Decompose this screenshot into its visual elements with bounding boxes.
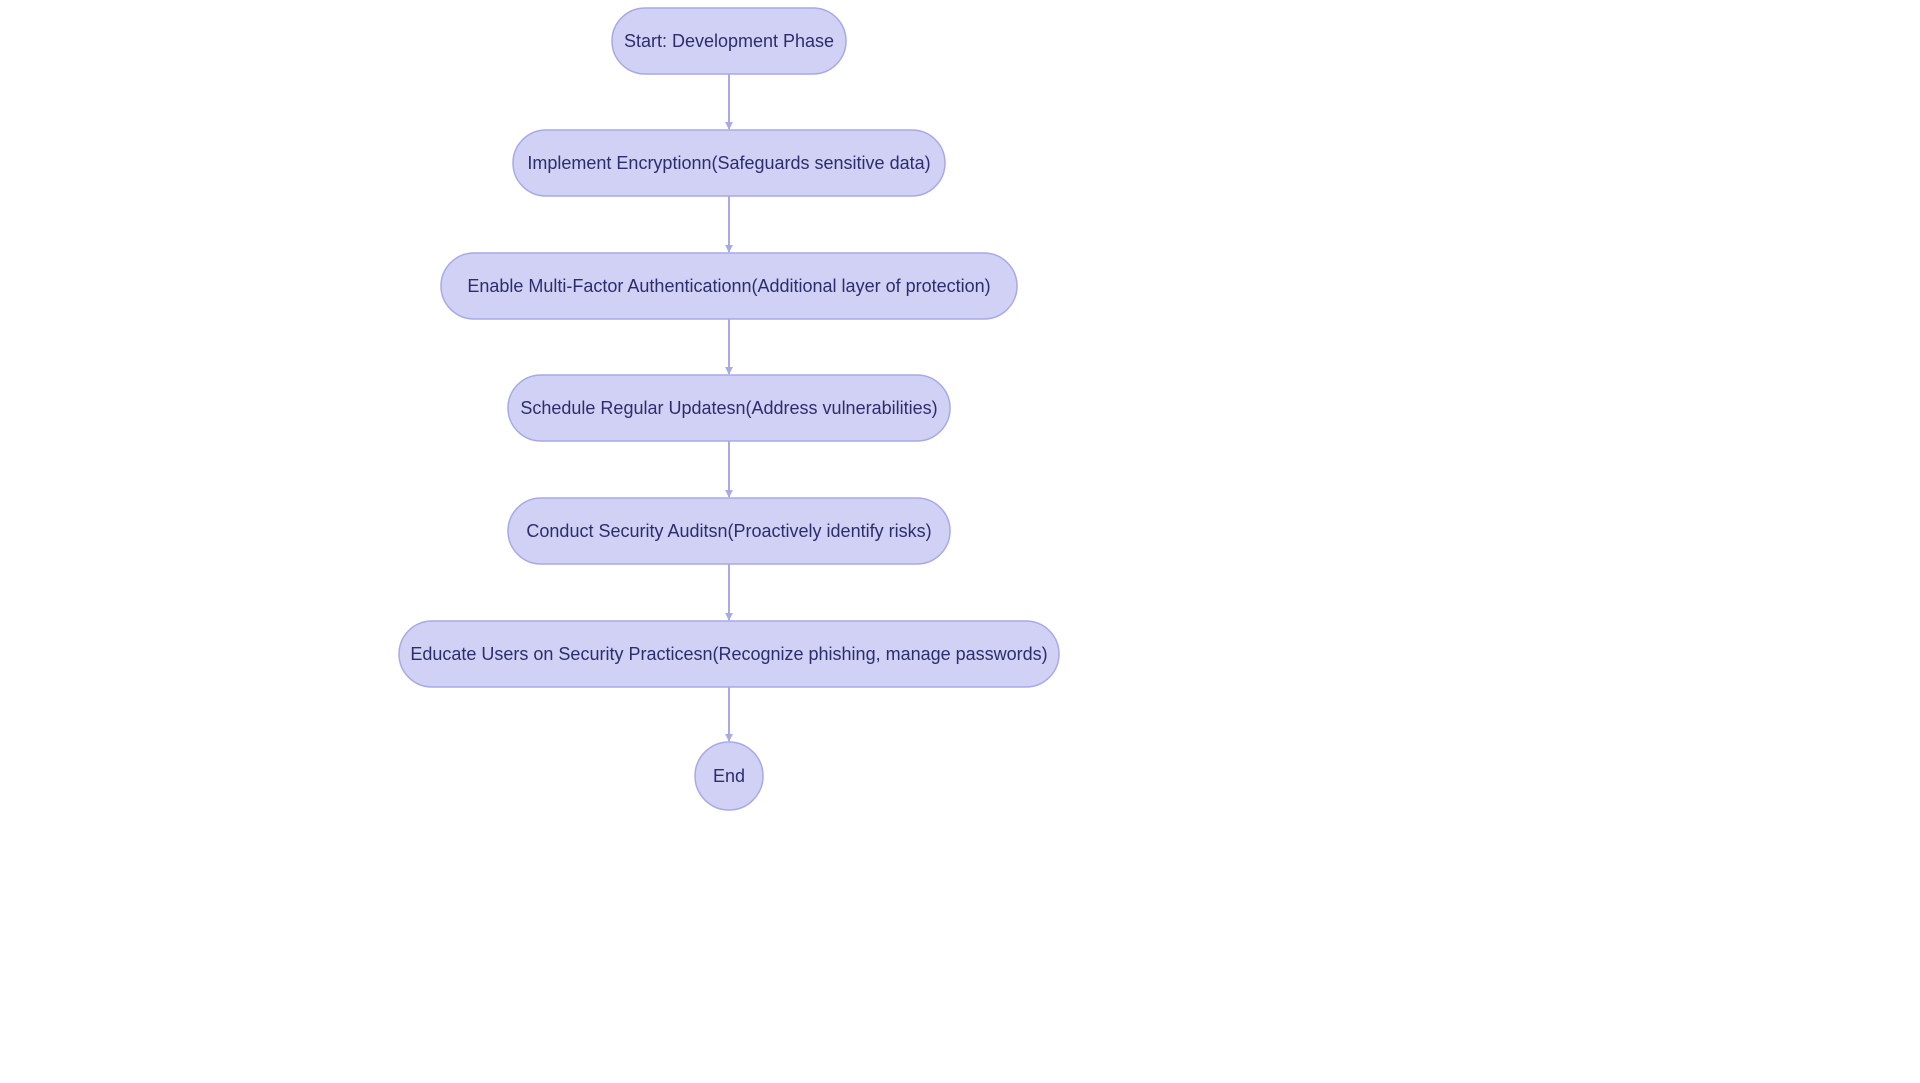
flow-node-label: End — [713, 766, 745, 786]
flow-node-start: Start: Development Phase — [612, 8, 846, 74]
flow-node-audits: Conduct Security Auditsn(Proactively ide… — [508, 498, 950, 564]
flow-node-updates: Schedule Regular Updatesn(Address vulner… — [508, 375, 950, 441]
flow-node-label: Enable Multi-Factor Authenticationn(Addi… — [467, 276, 990, 296]
flow-node-label: Schedule Regular Updatesn(Address vulner… — [520, 398, 937, 418]
flow-node-end: End — [695, 742, 763, 810]
flow-node-label: Start: Development Phase — [624, 31, 834, 51]
flow-node-label: Implement Encryptionn(Safeguards sensiti… — [527, 153, 930, 173]
flow-node-encrypt: Implement Encryptionn(Safeguards sensiti… — [513, 130, 945, 196]
flow-node-educate: Educate Users on Security Practicesn(Rec… — [399, 621, 1059, 687]
flow-node-label: Conduct Security Auditsn(Proactively ide… — [526, 521, 931, 541]
flow-node-mfa: Enable Multi-Factor Authenticationn(Addi… — [441, 253, 1017, 319]
flow-node-label: Educate Users on Security Practicesn(Rec… — [410, 644, 1047, 664]
flowchart-canvas: Start: Development Phase Implement Encryp… — [0, 0, 1920, 1083]
